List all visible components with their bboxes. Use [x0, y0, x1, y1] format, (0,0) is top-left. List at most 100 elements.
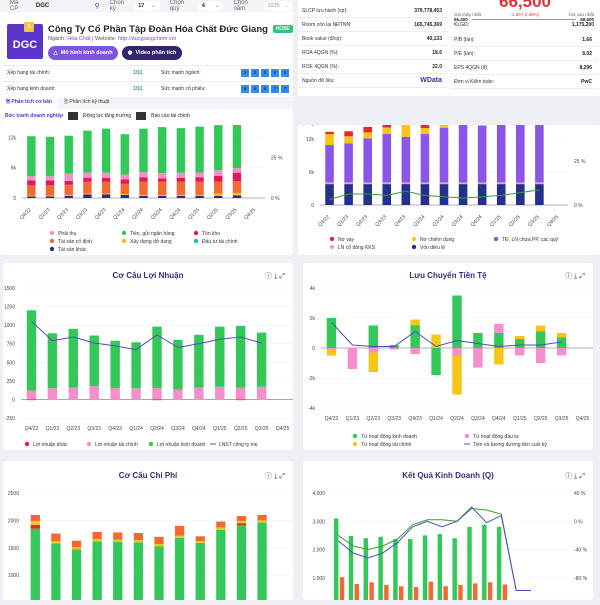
bar-segment	[120, 183, 130, 194]
y-tick-label: 1500	[4, 286, 15, 292]
bar-segment	[363, 182, 372, 185]
tab-technical[interactable]: 🗎 Phân tích kỹ thuật	[63, 99, 110, 105]
ticker-input[interactable]: DGC	[35, 3, 50, 9]
bar-segment	[120, 174, 130, 180]
bar-segment	[515, 348, 525, 356]
tab-financial-statements[interactable]: Báo cáo tài chính	[151, 113, 190, 119]
year-select[interactable]: 2026 ⌄	[263, 1, 293, 11]
x-tick-label: Q2/23	[56, 207, 70, 221]
bar-segment	[363, 132, 372, 139]
expand-icon[interactable]: ⤢	[279, 273, 287, 280]
bar	[428, 581, 434, 605]
year-value: 2026	[267, 3, 280, 9]
business-model-button[interactable]: △ Mô hình kinh doanh	[48, 46, 118, 60]
bar-segment	[47, 388, 58, 400]
bar-segment	[83, 177, 92, 182]
bar-segment	[71, 549, 82, 605]
company-subline: Ngành: Hóa Chất | Website: http://ducgia…	[48, 36, 177, 42]
filter-toolbar: Mã CP DGC ⚲ Chọn kỳ 17 ⌄ Chọn quý 4 ⌄ Chọn…	[0, 0, 293, 12]
bar-segment	[152, 388, 162, 400]
expand-icon[interactable]: ⤢	[279, 473, 287, 480]
bar-segment	[232, 192, 242, 196]
bar-segment	[83, 172, 92, 178]
download-icon[interactable]: ⤓	[574, 473, 580, 480]
strength-box: 2	[251, 68, 259, 77]
info-row: Nguồn dữ liệu: WData	[298, 74, 448, 88]
info-key: Room còn lại NĐTNN:	[302, 21, 352, 28]
bar-segment	[535, 111, 544, 183]
x-tick-label: Q3/23	[387, 416, 401, 422]
bar-segment	[257, 522, 267, 605]
financial-rank-row: Xếp hạng tài chính: 1/11 Sức mạnh ngành:…	[3, 65, 293, 79]
tab-business-overview[interactable]: Bức tranh doanh nghiệp	[5, 113, 64, 119]
bar	[348, 535, 354, 605]
bar-segment	[139, 177, 148, 182]
bar-segment	[515, 336, 525, 339]
bar-segment	[232, 181, 242, 193]
bar-segment	[27, 176, 36, 181]
download-icon[interactable]: ⤓	[274, 473, 280, 480]
website-label: Website:	[95, 36, 117, 42]
x-tick-label: Q3/23	[374, 214, 388, 228]
help-icon[interactable]: ⓘ	[565, 273, 575, 280]
website-link[interactable]: http://ducgiangchem.vn/	[117, 36, 177, 42]
tab-growth-drivers[interactable]: Động lực tăng trưởng	[83, 113, 132, 119]
bar-segment	[439, 128, 449, 183]
bar	[437, 533, 443, 605]
bar-segment	[92, 539, 102, 542]
bar-segment	[232, 123, 242, 169]
chart-title: Kết Quả Kinh Doanh (Q)	[402, 471, 494, 480]
bar-segment	[131, 388, 141, 400]
bar-segment	[101, 194, 111, 198]
info-row: EPS 4QGN (đ): 8,296	[450, 61, 598, 75]
y-tick-label: -250	[5, 416, 15, 422]
expand-icon[interactable]: ⤢	[579, 273, 587, 280]
help-icon[interactable]: ⓘ	[265, 273, 275, 280]
y2-tick-label: 0 %	[574, 519, 583, 525]
bar-segment	[410, 348, 420, 354]
legend-label: Từ hoạt động đầu tư	[473, 434, 520, 440]
financial-rank-label: Xếp hạng tài chính:	[7, 69, 51, 76]
x-tick-label: Q4/24	[192, 426, 206, 432]
cost-structure-card: Cơ Cấu Chi Phí ⓘ⤓⤢ 5001000150020002500Q4…	[3, 461, 293, 605]
y-tick-label: 4k	[310, 286, 316, 292]
help-icon[interactable]: ⓘ	[265, 473, 275, 480]
bar-segment	[382, 184, 392, 205]
bar	[398, 586, 404, 605]
x-tick-label: Q2/25	[206, 207, 220, 221]
low-value: 66,400	[454, 17, 468, 22]
industry-link[interactable]: Hóa Chất	[67, 36, 91, 42]
company-panel: Mã CP DGC ⚲ Chọn kỳ 17 ⌄ Chọn quý 4 ⌄ Chọn…	[0, 0, 293, 125]
bar-segment	[89, 335, 99, 387]
bar-segment	[27, 136, 36, 177]
legend-label: LNST công ty mẹ	[219, 442, 258, 448]
profit-structure-chart: -250 0 250 500 750 1000 1250 1500 Q4/22 Q1/23 Q2/2…	[4, 286, 293, 448]
bar-segment	[236, 525, 247, 605]
bar	[473, 583, 478, 605]
quarter-select[interactable]: 4 ⌄	[197, 1, 224, 11]
bar-segment	[401, 136, 411, 183]
divider	[68, 112, 79, 120]
x-tick-label: Q1/23	[46, 426, 60, 432]
download-icon[interactable]: ⤓	[274, 273, 280, 280]
info-value: PwC	[581, 78, 592, 85]
download-icon[interactable]: ⤓	[574, 273, 580, 280]
bar-segment	[420, 184, 430, 205]
help-icon[interactable]: ⓘ	[565, 473, 575, 480]
tab-fundamental[interactable]: 🗎 Phân tích cơ bản	[0, 96, 58, 110]
video-analysis-button[interactable]: ◉ Video phân tích	[122, 46, 182, 60]
bar	[502, 584, 508, 605]
bar	[354, 583, 359, 605]
bar-segment	[45, 185, 55, 196]
exchange-badge: HOSE	[272, 25, 293, 34]
expand-icon[interactable]: ⤢	[579, 473, 587, 480]
bar-segment	[101, 128, 111, 173]
period-label: Chọn kỳ	[109, 0, 125, 12]
x-tick-label: Q1/25	[213, 426, 227, 432]
bar-segment	[139, 172, 148, 178]
y-tick-label: 1500	[8, 546, 19, 552]
wdata-logo[interactable]: WData	[420, 77, 442, 84]
search-icon[interactable]: ⚲	[94, 3, 100, 10]
bar-segment	[131, 342, 141, 389]
period-select[interactable]: 17 ⌄	[134, 1, 160, 11]
